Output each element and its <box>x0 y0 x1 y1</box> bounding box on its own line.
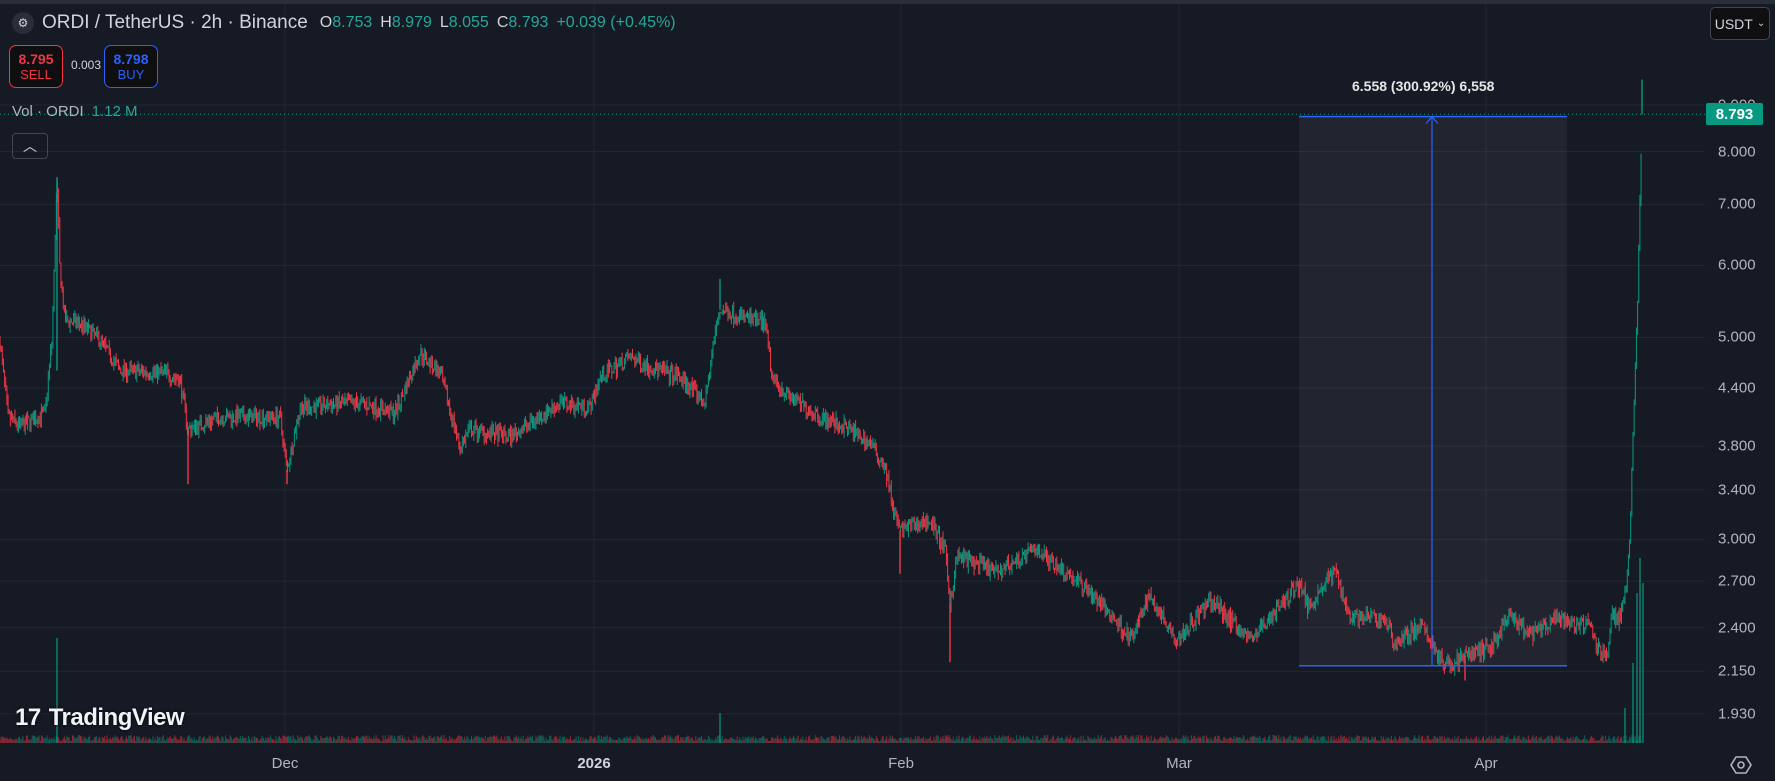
price-axis-label: 3.800 <box>1718 437 1756 455</box>
volume-value: 1.12 M <box>91 103 138 120</box>
ohlc-open: O8.753 <box>319 14 373 31</box>
time-axis-label: Dec <box>271 755 299 772</box>
buy-label: BUY <box>117 66 145 82</box>
price-axis-label: 2.400 <box>1718 619 1756 637</box>
chart-settings-gear-icon[interactable] <box>1730 754 1752 776</box>
measure-label: 6.558 (300.92%) 6,558 <box>1352 78 1495 94</box>
window-top-border <box>0 0 1775 4</box>
tradingview-logo[interactable]: 17 TradingView <box>15 704 185 732</box>
currency-label: USDT <box>1714 15 1753 32</box>
price-change: +0.039 (+0.45%) <box>556 14 676 31</box>
currency-selector[interactable]: USDT ⌄ <box>1710 7 1770 40</box>
price-axis-label: 1.930 <box>1718 705 1756 723</box>
time-axis-label: Feb <box>888 755 914 772</box>
ohlc-low: L8.055 <box>439 14 489 31</box>
volume-label[interactable]: Vol · ORDI <box>12 103 84 120</box>
ohlc-high: H8.979 <box>380 14 432 31</box>
last-price-label: 8.793 <box>1706 103 1763 125</box>
price-axis-label: 3.000 <box>1718 530 1756 548</box>
price-axis-label: 2.700 <box>1718 572 1756 590</box>
ohlc-close: C8.793 <box>496 14 549 31</box>
collapse-legend-button[interactable]: ︿ <box>12 133 48 159</box>
price-axis-label: 6.000 <box>1718 256 1756 274</box>
sell-price: 8.795 <box>18 50 54 67</box>
buy-button[interactable]: 8.798 BUY <box>104 45 158 88</box>
symbol-legend: ⚙ ORDI / TetherUS · 2h · Binance O8.753 … <box>12 10 676 36</box>
sell-button[interactable]: 8.795 SELL <box>9 45 63 88</box>
price-axis-label: 8.000 <box>1718 143 1756 161</box>
symbol-settings-icon[interactable]: ⚙ <box>12 12 34 34</box>
sell-label: SELL <box>20 66 52 82</box>
buy-price: 8.798 <box>113 50 149 67</box>
tradingview-mark-icon: 17 <box>15 704 41 731</box>
time-axis-label: Mar <box>1166 755 1192 772</box>
spread-value: 0.003 <box>71 58 102 72</box>
symbol-title[interactable]: ORDI / TetherUS · 2h · Binance <box>42 12 308 33</box>
price-axis-label: 4.400 <box>1718 379 1756 397</box>
time-axis-label: Apr <box>1474 755 1498 772</box>
price-axis-label: 5.000 <box>1718 328 1756 346</box>
price-axis-label: 3.400 <box>1718 481 1756 499</box>
price-axis-label: 7.000 <box>1718 195 1756 213</box>
time-axis-label: 2026 <box>577 755 611 772</box>
tradingview-logo-text: TradingView <box>48 704 185 731</box>
chevron-up-icon: ︿ <box>23 138 37 154</box>
chevron-down-icon: ⌄ <box>1756 18 1766 29</box>
price-axis-label: 2.150 <box>1718 662 1756 680</box>
volume-legend: Vol · ORDI 1.12 M <box>12 103 138 120</box>
